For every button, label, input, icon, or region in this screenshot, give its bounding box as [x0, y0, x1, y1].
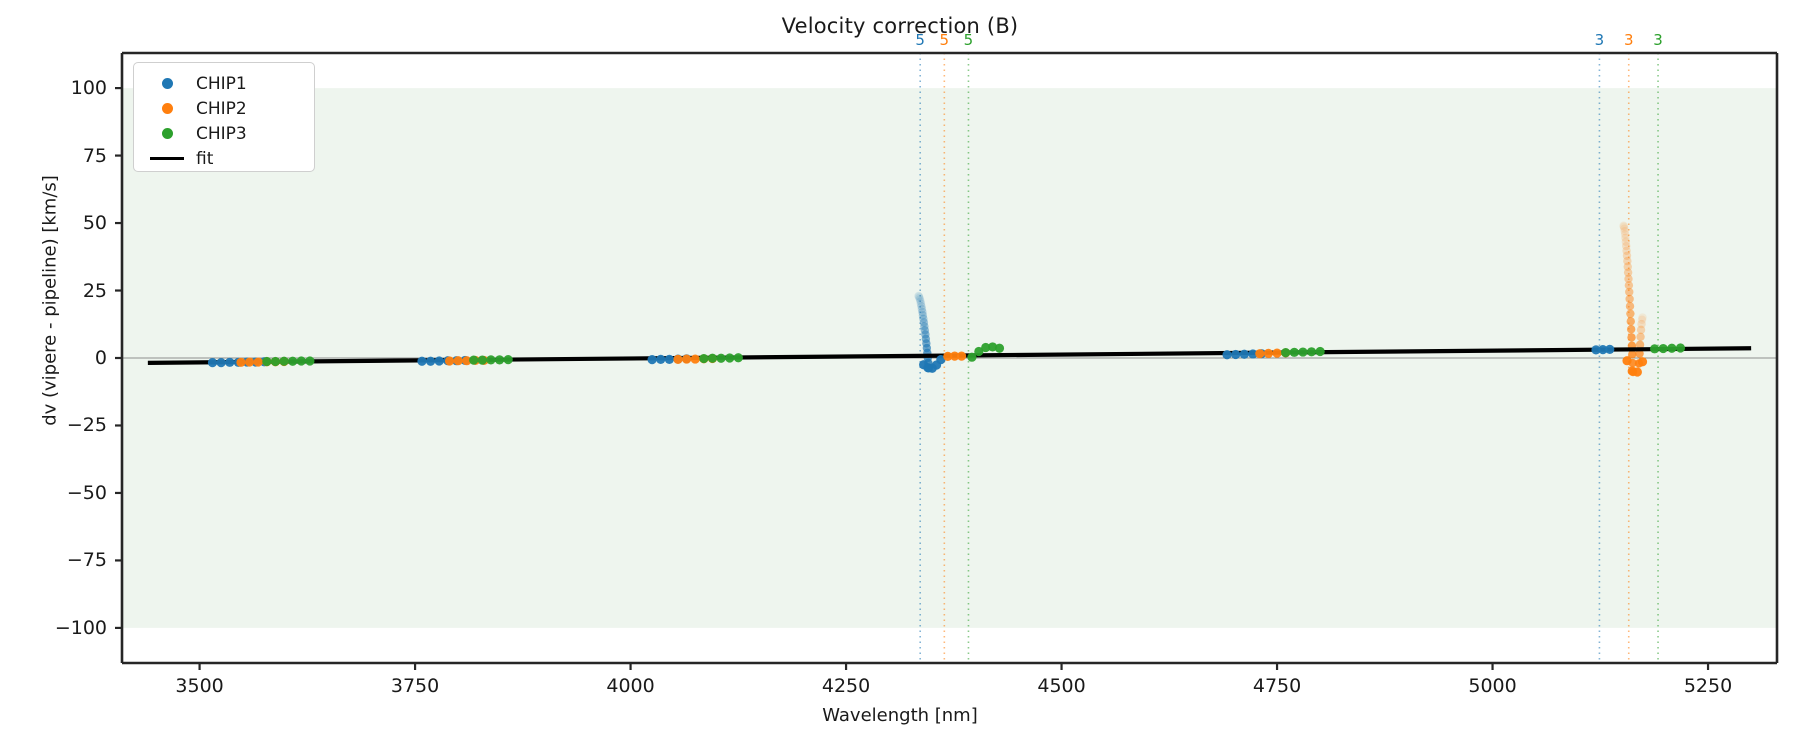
chart-title: Velocity correction (B)	[781, 14, 1019, 38]
y-tick-label: 0	[94, 347, 107, 369]
y-tick-label: 50	[82, 212, 107, 235]
legend-box[interactable]: CHIP1 CHIP2 CHIP3 fit	[133, 62, 315, 172]
legend-item-chip1[interactable]: CHIP1	[144, 71, 304, 96]
legend-item-chip2[interactable]: CHIP2	[144, 96, 304, 121]
series-chip3	[262, 342, 1686, 367]
x-tick-label: 5000	[1468, 675, 1517, 697]
legend-dot-swatch-icon	[144, 103, 190, 114]
legend-line-swatch-icon	[144, 157, 190, 160]
x-tick-label: 3750	[390, 675, 440, 697]
legend-label: CHIP2	[196, 98, 247, 119]
y-tick-label: −50	[66, 481, 107, 504]
x-tick-label: 4500	[1037, 675, 1086, 697]
legend-dot-swatch-icon	[144, 78, 190, 89]
legend-dot-swatch-icon	[144, 128, 190, 139]
legend-swatch	[150, 157, 184, 160]
y-tick-label: 100	[70, 77, 107, 100]
x-tick-label: 4750	[1252, 675, 1302, 697]
legend-swatch	[161, 78, 173, 89]
y-tick-label: −100	[54, 616, 107, 639]
legend-swatch	[161, 128, 173, 139]
y-tick-label: −25	[66, 414, 107, 437]
x-tick-label: 5250	[1683, 675, 1733, 697]
legend-item-fit[interactable]: fit	[144, 146, 304, 171]
vertical-marker-label-4: 3	[1623, 31, 1634, 49]
legend-item-chip3[interactable]: CHIP3	[144, 121, 304, 146]
vertical-marker-label-0: 5	[915, 31, 925, 49]
vertical-marker-label-3: 3	[1594, 31, 1605, 49]
x-tick-label: 4000	[606, 675, 655, 697]
legend-label: CHIP3	[196, 123, 247, 144]
y-tick-label: 25	[82, 279, 107, 302]
vertical-marker-label-1: 5	[939, 31, 950, 49]
x-tick-label: 4250	[821, 675, 871, 697]
y-tick-label: 75	[82, 144, 107, 167]
vertical-marker-label-5: 3	[1653, 31, 1663, 49]
legend-label: CHIP1	[196, 73, 247, 94]
x-axis-label: Wavelength [nm]	[822, 705, 978, 726]
vertical-marker-label-2: 5	[963, 31, 974, 49]
legend-swatch	[161, 103, 173, 114]
legend-label: fit	[196, 148, 214, 169]
x-tick-label: 3500	[175, 675, 224, 697]
y-tick-label: −75	[66, 549, 107, 572]
